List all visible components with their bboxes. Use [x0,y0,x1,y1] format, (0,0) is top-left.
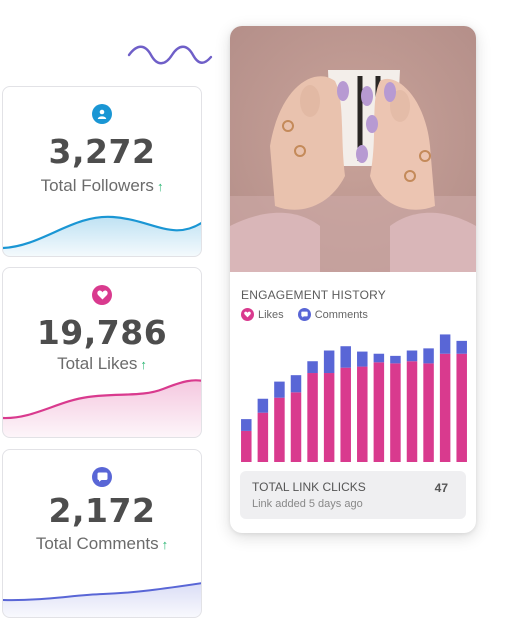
bar-likes-3 [274,397,285,462]
trend-up-icon: ↑ [140,357,147,372]
bar-likes-8 [357,366,368,462]
link-clicks-subtitle: Link added 5 days ago [252,498,363,510]
bar-comments-2 [257,398,269,413]
comments-label: Total Comments ↑ [3,534,201,554]
likes-value: 19,786 [36,313,168,352]
bar-likes-2 [257,412,269,462]
bar-likes-14 [456,353,467,462]
bar-likes-1 [241,430,252,462]
bar-comments-7 [340,346,351,368]
likes-label: Total Likes ↑ [3,354,201,374]
bar-comments-10 [390,355,401,364]
comments-sparkline [3,582,201,617]
comments-value: 2,172 [48,491,156,530]
bar-likes-5 [307,373,318,462]
bar-likes-12 [423,363,434,462]
user-icon [92,104,112,124]
link-clicks-count: 47 [434,481,448,495]
bar-comments-3 [274,381,285,398]
comments-label-text: Total Comments [35,534,159,553]
bar-likes-6 [323,373,335,462]
bar-comments-9 [373,353,385,363]
likes-card: 19,786 Total Likes ↑ [2,267,202,438]
bar-comments-5 [307,361,318,374]
bar-comments-8 [357,351,368,367]
likes-sparkline [3,379,201,437]
trend-up-icon: ↑ [161,537,169,552]
bar-likes-4 [290,392,302,462]
bar-comments-13 [439,334,451,354]
heart-icon [241,308,254,321]
likes-label-text: Total Likes [57,354,138,373]
bar-likes-9 [373,362,385,462]
bar-likes-10 [390,363,401,462]
bar-comments-1 [241,419,252,431]
followers-sparkline [3,215,201,256]
heart-icon [92,285,112,305]
bar-likes-7 [340,367,351,462]
bar-comments-11 [406,350,418,362]
post-photo [230,26,476,272]
post-card: ENGAGEMENT HISTORY Likes Comments TOTAL … [230,26,476,533]
trend-up-icon: ↑ [156,179,164,194]
legend-label-likes: Likes [258,308,284,321]
engagement-chart [241,334,467,462]
engagement-title: ENGAGEMENT HISTORY [241,288,386,302]
bar-comments-14 [456,340,467,354]
bar-comments-4 [290,375,302,393]
decorative-squiggle [127,45,213,65]
chart-legend: Likes Comments [241,308,382,321]
bar-comments-12 [423,348,434,364]
followers-card: 3,272 Total Followers ↑ [2,86,202,257]
followers-label-text: Total Followers [40,176,154,195]
followers-label: Total Followers ↑ [3,176,201,196]
bar-likes-13 [439,353,451,462]
legend-label-comments: Comments [314,308,368,321]
bar-likes-11 [406,361,418,462]
legend-item-comments: Comments [297,308,368,321]
followers-value: 3,272 [48,132,156,171]
bar-comments-6 [323,350,335,374]
comment-icon [92,467,112,487]
legend-item-likes: Likes [241,308,284,321]
comment-icon [297,308,311,321]
link-clicks-panel[interactable]: TOTAL LINK CLICKS Link added 5 days ago … [240,471,466,519]
link-clicks-title: TOTAL LINK CLICKS [252,480,366,494]
comments-card: 2,172 Total Comments ↑ [2,449,202,618]
